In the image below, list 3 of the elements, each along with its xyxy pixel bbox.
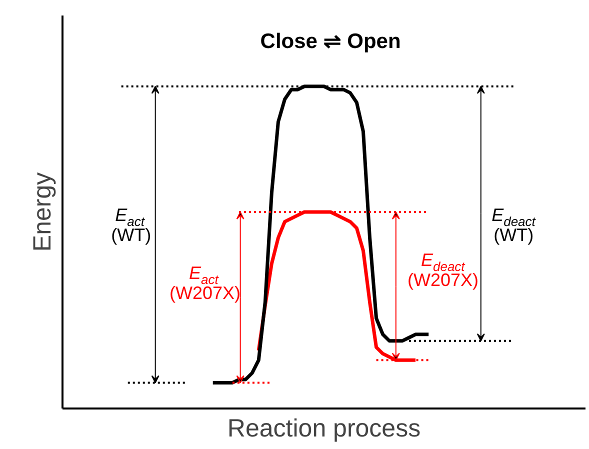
x-axis-title: Reaction process (227, 414, 421, 442)
y-axis-title: Energy (28, 172, 56, 252)
chart-title: Close ⇌ Open (260, 30, 401, 53)
